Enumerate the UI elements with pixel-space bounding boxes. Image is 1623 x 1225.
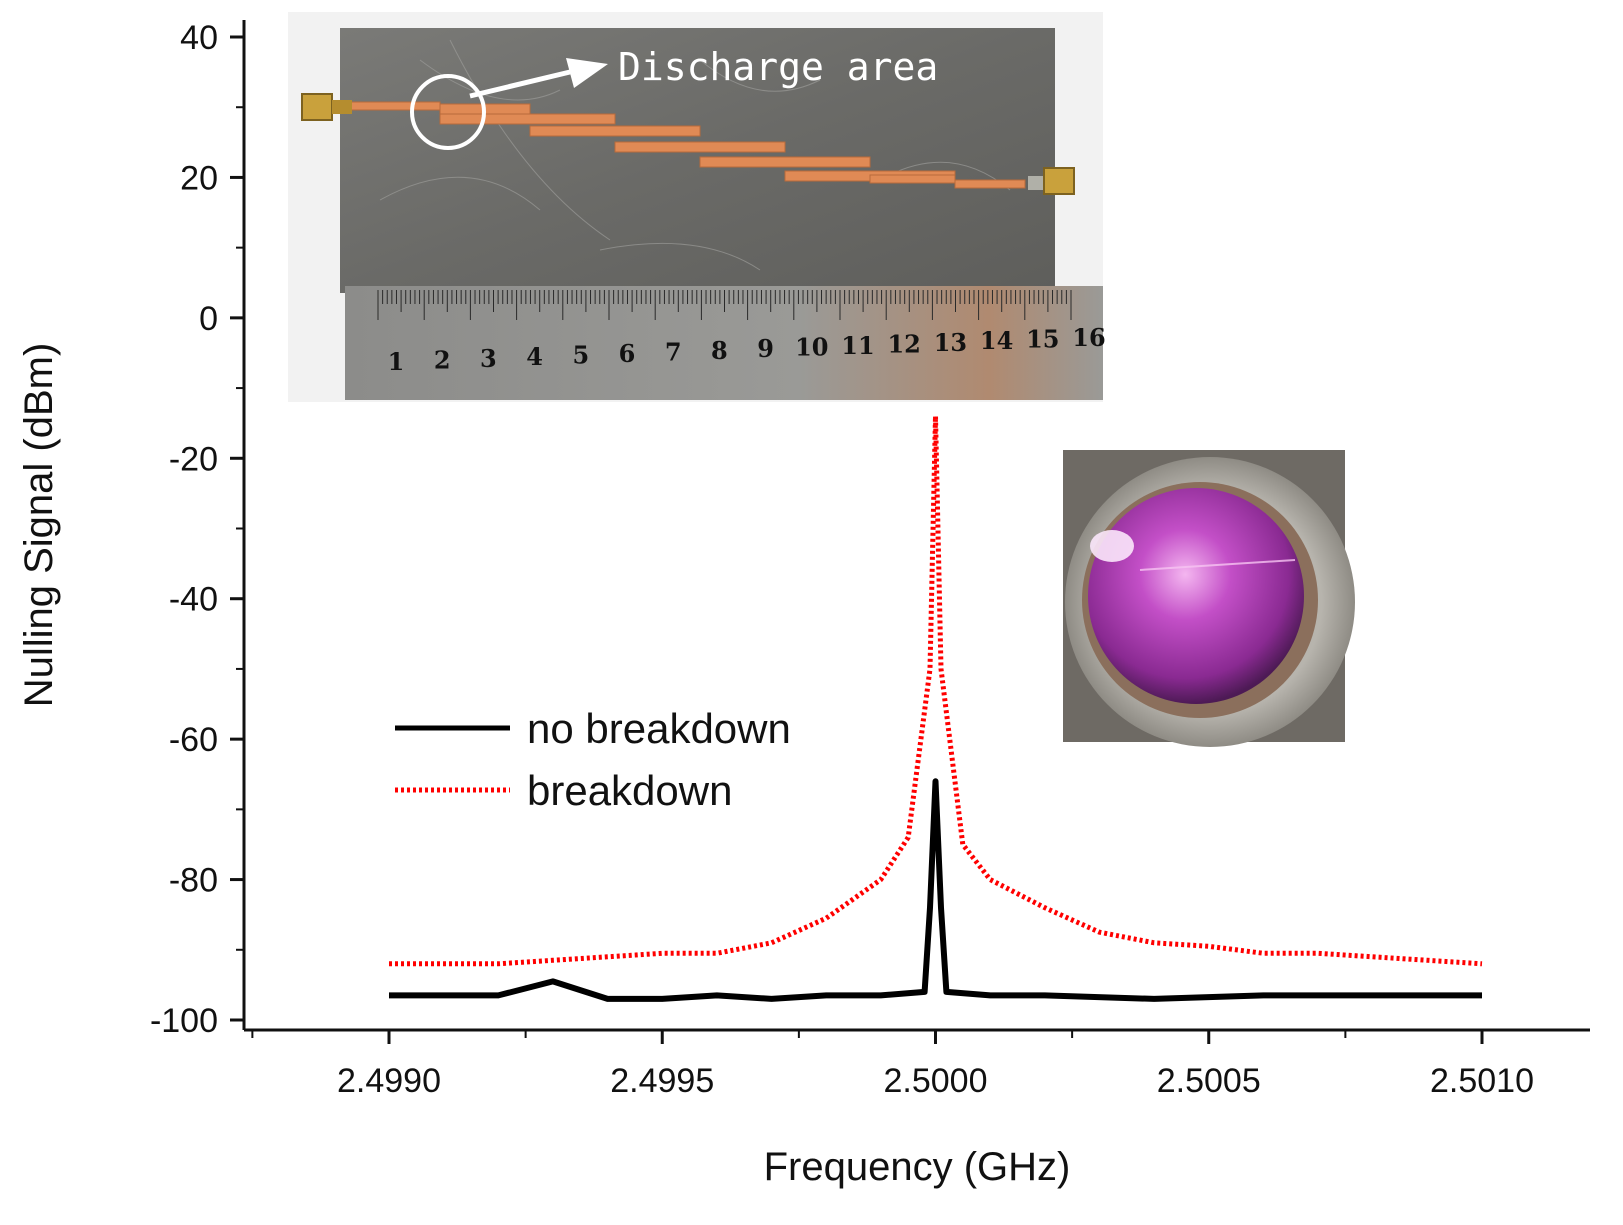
- copper-traces: [339, 101, 1026, 189]
- discharge-area-label: Discharge area: [618, 45, 938, 89]
- legend-label-no-breakdown: no breakdown: [527, 705, 791, 752]
- y-tick-label: -60: [169, 721, 218, 759]
- ruler-number: 1: [388, 347, 405, 376]
- ruler-number: 14: [980, 326, 1013, 355]
- ruler-number: 11: [841, 331, 874, 360]
- y-tick-label: -20: [169, 440, 218, 478]
- y-tick-label: 40: [180, 19, 218, 57]
- discharge-arrowhead: [566, 58, 608, 88]
- ruler-number: 5: [572, 341, 589, 370]
- series-line-no-breakdown: [389, 778, 1482, 1002]
- x-tick-label: 2.4990: [337, 1062, 441, 1100]
- ruler-number: 16: [1072, 323, 1105, 352]
- x-tick-label: 2.5000: [884, 1062, 988, 1100]
- ruler-number: 8: [711, 336, 728, 365]
- plasma-highlight: [1090, 530, 1134, 562]
- ruler-number: 3: [480, 344, 497, 373]
- ruler-ticks: [377, 290, 1072, 320]
- ruler-number: 13: [934, 328, 967, 357]
- pcb-photo-inset: Discharge area 1 2 3 4 5 6 7 8 9 10 11 12 13 14 15 16: [288, 12, 1106, 402]
- x-tick-label: 2.5005: [1157, 1062, 1261, 1100]
- sma-connector-left-icon: [301, 93, 352, 121]
- y-ticks: 40 20 0 -20 -40 -60 -80 -100: [150, 19, 244, 1040]
- series-layer: [388, 413, 1483, 1002]
- ruler-number: 15: [1026, 325, 1059, 354]
- ruler-number: 4: [526, 342, 543, 371]
- ruler-number: 7: [665, 337, 682, 366]
- ruler-number: 10: [795, 333, 828, 362]
- plasma-streak: [1139, 559, 1296, 571]
- plasma-photo-inset: [1063, 450, 1355, 747]
- discharge-arrow: [469, 69, 571, 99]
- ruler-number: 6: [619, 339, 636, 368]
- y-axis-title: Nulling Signal (dBm): [17, 343, 61, 708]
- y-tick-label: 20: [180, 159, 218, 197]
- x-tick-label: 2.5010: [1430, 1062, 1534, 1100]
- ruler-numbers: 1 2 3 4 5 6 7 8 9 10 11 12 13 14 15 16: [388, 323, 1106, 376]
- sma-connector-right-icon: [1028, 167, 1075, 195]
- y-tick-label: -80: [169, 862, 218, 900]
- x-ticks: 2.4990 2.4995 2.5000 2.5005 2.5010: [251, 1030, 1534, 1100]
- axes: 40 20 0 -20 -40 -60 -80 -100 2.4990 2.4995 2.5000…: [150, 19, 1590, 1100]
- y-tick-label: -40: [169, 581, 218, 619]
- metal-plate: [340, 28, 1055, 293]
- x-axis-title: Frequency (GHz): [764, 1145, 1071, 1189]
- y-tick-label: 0: [199, 300, 218, 338]
- plasma-glow: [1088, 488, 1304, 704]
- discharge-circle: [410, 74, 486, 150]
- ruler-number: 12: [887, 329, 920, 358]
- legend: no breakdown breakdown: [395, 705, 791, 814]
- x-tick-label: 2.4995: [610, 1062, 714, 1100]
- y-tick-label: -100: [150, 1002, 218, 1040]
- legend-label-breakdown: breakdown: [527, 767, 732, 814]
- ruler-number: 2: [434, 345, 451, 374]
- ruler-number: 9: [757, 334, 774, 363]
